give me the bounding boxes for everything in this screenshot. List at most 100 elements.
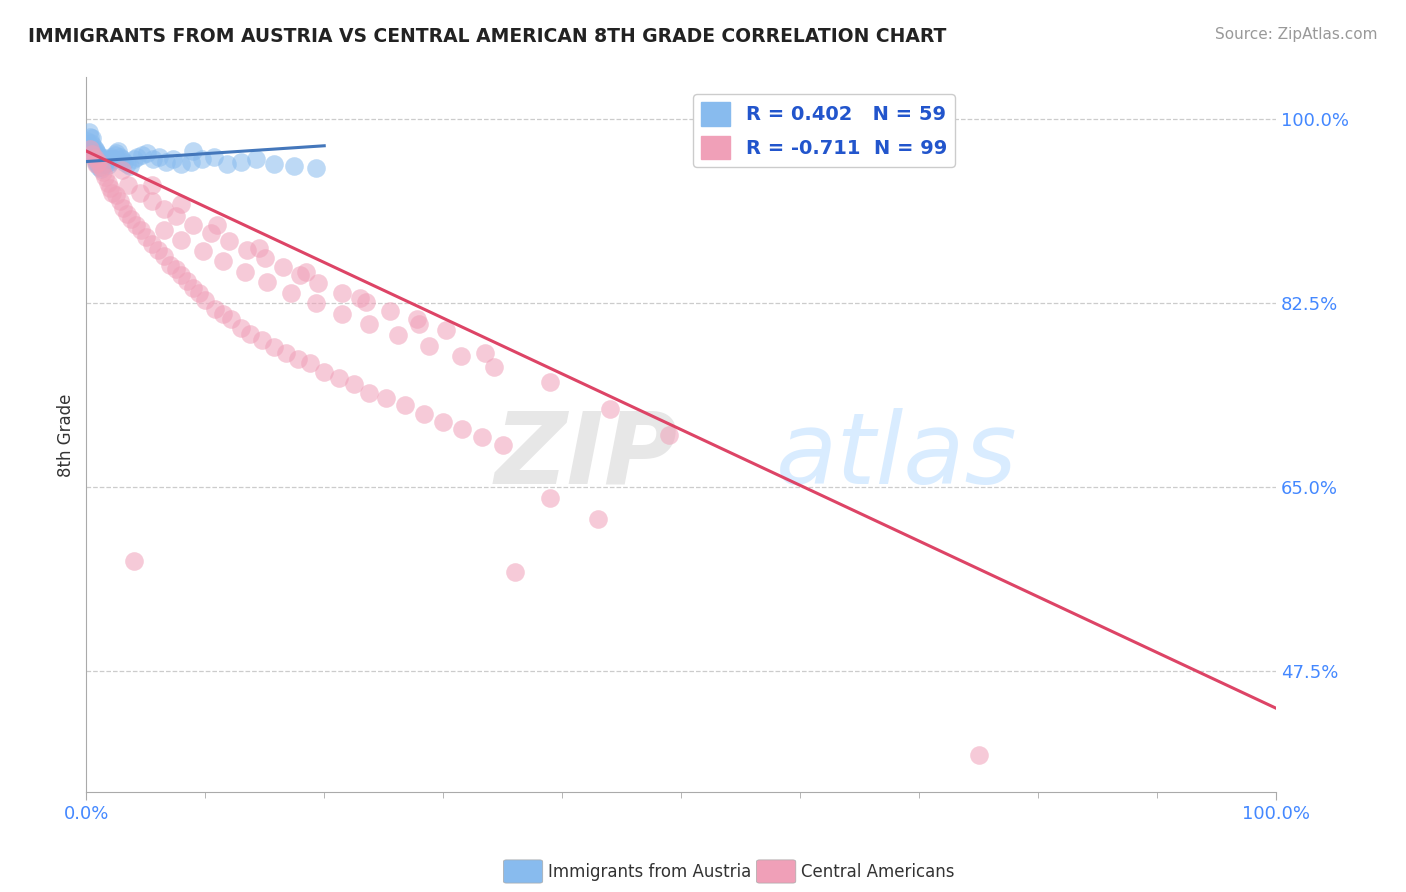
- Point: [94, 170, 117, 185]
- Point: [245, 153, 267, 167]
- Point: [146, 243, 169, 257]
- Point: [263, 340, 285, 354]
- Point: [142, 153, 165, 167]
- Point: [90, 160, 112, 174]
- Point: [176, 274, 198, 288]
- Point: [263, 156, 285, 170]
- Point: [93, 152, 115, 166]
- Point: [503, 565, 526, 579]
- Point: [492, 438, 515, 452]
- Point: [128, 186, 150, 200]
- Point: [183, 144, 205, 158]
- Point: [305, 296, 328, 310]
- Point: [86, 146, 108, 161]
- Text: Central Americans: Central Americans: [801, 863, 955, 881]
- Point: [190, 153, 212, 167]
- Point: [276, 346, 298, 360]
- Point: [77, 142, 100, 156]
- Point: [115, 156, 138, 170]
- Point: [165, 261, 187, 276]
- Point: [90, 154, 112, 169]
- Point: [94, 153, 117, 168]
- Point: [91, 165, 114, 179]
- Point: [77, 125, 100, 139]
- Point: [83, 152, 105, 166]
- Point: [236, 243, 259, 257]
- Point: [283, 159, 305, 173]
- Point: [229, 154, 252, 169]
- Point: [434, 323, 457, 337]
- Point: [165, 209, 187, 223]
- Point: [359, 385, 381, 400]
- Point: [204, 301, 226, 316]
- Text: IMMIGRANTS FROM AUSTRIA VS CENTRAL AMERICAN 8TH GRADE CORRELATION CHART: IMMIGRANTS FROM AUSTRIA VS CENTRAL AMERI…: [28, 27, 946, 45]
- Point: [82, 149, 104, 163]
- Point: [305, 161, 328, 175]
- Point: [80, 146, 103, 161]
- Point: [298, 356, 321, 370]
- Point: [354, 295, 377, 310]
- Point: [307, 277, 329, 291]
- Text: Immigrants from Austria: Immigrants from Austria: [548, 863, 752, 881]
- Point: [271, 260, 294, 274]
- Point: [328, 371, 350, 385]
- Point: [152, 223, 174, 237]
- Point: [247, 241, 270, 255]
- Point: [82, 131, 104, 145]
- Point: [451, 421, 474, 435]
- Point: [170, 156, 193, 170]
- Point: [101, 186, 124, 200]
- Point: [406, 312, 429, 326]
- Point: [148, 150, 170, 164]
- Point: [141, 194, 163, 209]
- Point: [349, 291, 371, 305]
- Point: [89, 150, 111, 164]
- Point: [82, 138, 104, 153]
- Point: [152, 249, 174, 263]
- Point: [105, 188, 128, 202]
- Point: [658, 428, 681, 442]
- Point: [170, 233, 193, 247]
- Point: [538, 376, 561, 390]
- Point: [101, 153, 124, 167]
- Point: [413, 407, 436, 421]
- Point: [287, 352, 309, 367]
- Point: [484, 359, 506, 374]
- Point: [97, 158, 120, 172]
- Point: [87, 154, 110, 169]
- Point: [84, 144, 107, 158]
- Point: [104, 148, 127, 162]
- Point: [170, 196, 193, 211]
- Point: [967, 748, 990, 763]
- Point: [129, 223, 152, 237]
- Point: [87, 148, 110, 162]
- Point: [97, 153, 120, 167]
- Point: [183, 218, 205, 232]
- Point: [387, 328, 409, 343]
- Point: [79, 130, 101, 145]
- Point: [215, 156, 238, 170]
- Point: [100, 150, 122, 164]
- Point: [111, 163, 134, 178]
- Point: [212, 307, 235, 321]
- Point: [112, 154, 135, 169]
- Point: [205, 218, 228, 232]
- Point: [180, 154, 202, 169]
- Point: [131, 148, 153, 162]
- Point: [98, 154, 121, 169]
- Point: [359, 318, 381, 332]
- Point: [586, 512, 609, 526]
- Point: [122, 153, 145, 167]
- Point: [125, 218, 148, 232]
- Point: [474, 346, 496, 360]
- Point: [378, 303, 401, 318]
- Point: [218, 235, 240, 249]
- Point: [170, 268, 193, 282]
- Point: [229, 320, 252, 334]
- Point: [82, 147, 104, 161]
- Point: [108, 150, 131, 164]
- Point: [188, 285, 211, 300]
- Point: [450, 349, 472, 363]
- Point: [183, 281, 205, 295]
- Point: [290, 268, 312, 282]
